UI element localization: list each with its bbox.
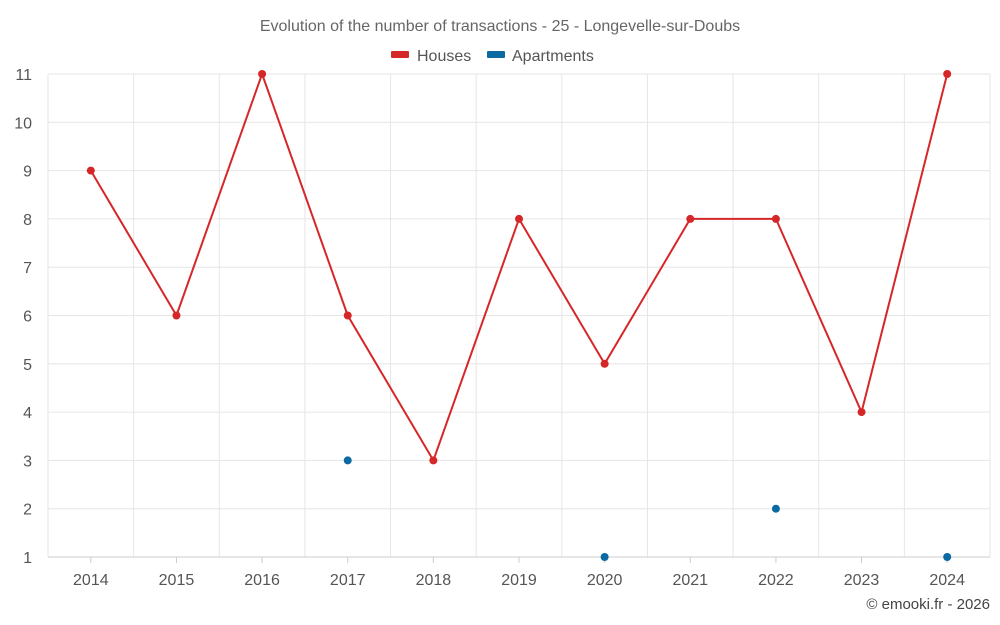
data-point-houses[interactable] [943, 70, 952, 78]
chart-title: Evolution of the number of transactions … [260, 18, 740, 35]
y-tick-label: 6 [23, 309, 32, 326]
y-tick-label: 2 [23, 502, 32, 519]
y-tick-label: 8 [23, 212, 32, 229]
data-point-apartments[interactable] [600, 553, 609, 561]
data-point-houses[interactable] [515, 214, 523, 223]
credit-text: © emooki.fr - 2026 [866, 596, 990, 613]
data-point-houses[interactable] [86, 166, 95, 175]
x-tick-label: 2014 [73, 572, 109, 589]
data-point-apartments[interactable] [343, 456, 352, 465]
x-tick-label: 2019 [501, 572, 537, 589]
x-tick-label: 2021 [672, 572, 708, 589]
y-tick-label: 7 [23, 260, 32, 277]
data-point-houses[interactable] [771, 214, 780, 223]
x-tick-label: 2020 [587, 572, 623, 589]
x-tick-label: 2017 [330, 572, 366, 589]
data-point-apartments[interactable] [943, 553, 952, 561]
legend-swatch-houses [391, 51, 409, 58]
y-tick-label: 10 [14, 115, 32, 132]
y-tick-label: 11 [15, 67, 32, 84]
x-tick-label: 2015 [159, 572, 195, 589]
data-point-houses[interactable] [600, 359, 609, 368]
y-tick-label: 5 [23, 357, 32, 374]
data-point-houses[interactable] [429, 456, 438, 465]
legend: Houses Apartments [391, 48, 594, 65]
y-tick-label: 4 [23, 405, 32, 422]
series-layer [86, 70, 952, 561]
legend-label-apartments: Apartments [512, 48, 594, 65]
y-tick-label: 1 [23, 550, 32, 567]
x-tick-label: 2018 [416, 572, 452, 589]
x-tick-label: 2016 [244, 572, 280, 589]
legend-label-houses: Houses [417, 48, 471, 65]
x-tick-label: 2022 [758, 572, 794, 589]
x-tick-label: 2024 [929, 572, 965, 589]
data-point-houses[interactable] [343, 311, 352, 320]
data-point-houses[interactable] [172, 311, 181, 320]
x-tick-label: 2023 [844, 572, 880, 589]
grid-layer [47, 73, 991, 558]
x-axis: 2014 2015 2016 2017 2018 2019 2020 2021 2022 2023… [73, 557, 965, 589]
data-point-apartments[interactable] [771, 504, 780, 513]
data-point-houses[interactable] [857, 408, 866, 417]
legend-swatch-apartments [487, 51, 505, 58]
data-point-houses[interactable] [686, 214, 695, 223]
data-point-houses[interactable] [258, 70, 267, 78]
legend-item-apartments[interactable]: Apartments [487, 48, 594, 65]
y-tick-label: 3 [23, 453, 32, 470]
y-axis: 1 2 3 4 5 6 7 8 9 10 11 [14, 67, 32, 567]
y-tick-label: 9 [23, 164, 32, 181]
legend-item-houses[interactable]: Houses [391, 48, 471, 65]
